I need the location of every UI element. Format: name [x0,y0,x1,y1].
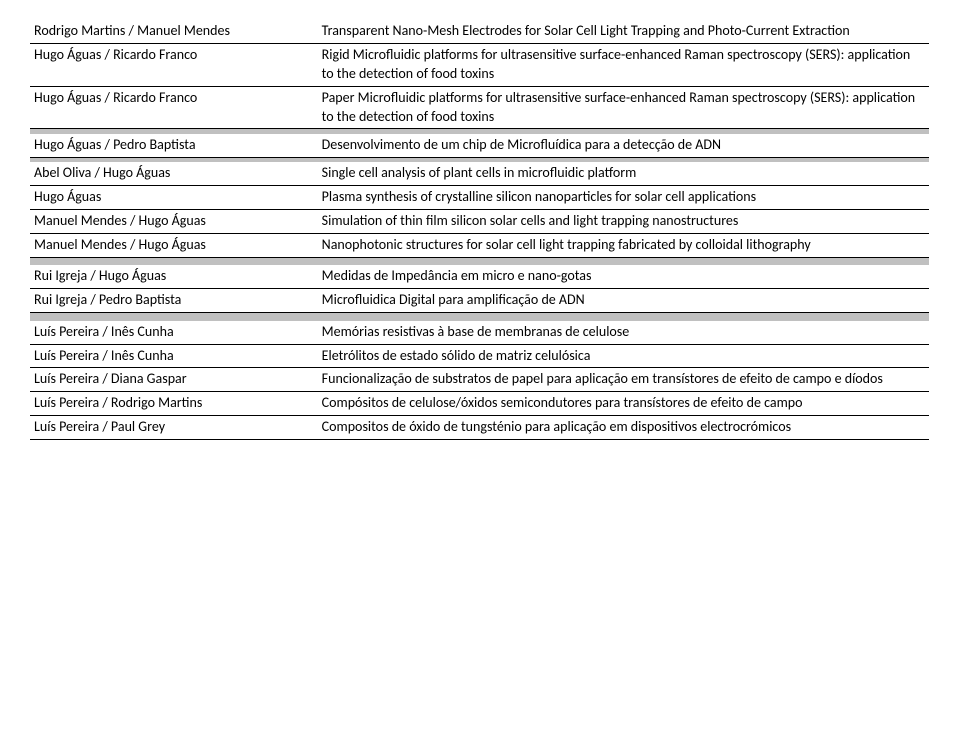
advisors-cell: Manuel Mendes / Hugo Águas [30,234,318,258]
table-row: Hugo ÁguasPlasma synthesis of crystallin… [30,186,929,210]
topic-cell: Nanophotonic structures for solar cell l… [318,234,929,258]
topic-cell: Transparent Nano-Mesh Electrodes for Sol… [318,20,929,43]
table-row: Luís Pereira / Inês CunhaMemórias resist… [30,321,929,344]
table-row: Rodrigo Martins / Manuel MendesTranspare… [30,20,929,43]
topic-cell: Microfluidica Digital para amplificação … [318,289,929,313]
table-row: Rui Igreja / Pedro BaptistaMicrofluidica… [30,289,929,313]
table-row: Hugo Águas / Ricardo FrancoPaper Microfl… [30,86,929,129]
topic-cell: Simulation of thin film silicon solar ce… [318,210,929,234]
topic-cell: Memórias resistivas à base de membranas … [318,321,929,344]
topic-cell: Compósitos de celulose/óxidos semicondut… [318,392,929,416]
table-row: Abel Oliva / Hugo ÁguasSingle cell analy… [30,162,929,185]
advisors-cell: Luís Pereira / Inês Cunha [30,321,318,344]
advisors-cell: Hugo Águas [30,186,318,210]
topic-cell: Funcionalização de substratos de papel p… [318,368,929,392]
table-row: Hugo Águas / Ricardo FrancoRigid Microfl… [30,43,929,86]
table-row: Luís Pereira / Inês CunhaEletrólitos de … [30,344,929,368]
advisors-cell: Luís Pereira / Diana Gaspar [30,368,318,392]
table-row: Luís Pereira / Paul GreyCompositos de óx… [30,416,929,440]
table-row: Rui Igreja / Hugo ÁguasMedidas de Impedâ… [30,265,929,288]
topic-cell: Eletrólitos de estado sólido de matriz c… [318,344,929,368]
table-row: Luís Pereira / Rodrigo MartinsCompósitos… [30,392,929,416]
advisors-cell: Rui Igreja / Pedro Baptista [30,289,318,313]
topics-table: Rodrigo Martins / Manuel MendesTranspare… [30,20,929,440]
advisors-cell: Luís Pereira / Rodrigo Martins [30,392,318,416]
topic-cell: Medidas de Impedância em micro e nano-go… [318,265,929,288]
advisors-cell: Abel Oliva / Hugo Águas [30,162,318,185]
advisors-cell: Hugo Águas / Ricardo Franco [30,86,318,129]
topic-cell: Rigid Microfluidic platforms for ultrase… [318,43,929,86]
advisors-cell: Luís Pereira / Paul Grey [30,416,318,440]
topic-cell: Desenvolvimento de um chip de Microfluíd… [318,134,929,157]
topic-cell: Compositos de óxido de tungsténio para a… [318,416,929,440]
table-row: Luís Pereira / Diana GasparFuncionalizaç… [30,368,929,392]
topic-cell: Plasma synthesis of crystalline silicon … [318,186,929,210]
table-row: Manuel Mendes / Hugo Águas Simulation of… [30,210,929,234]
advisors-cell: Manuel Mendes / Hugo Águas [30,210,318,234]
table-row: Manuel Mendes / Hugo ÁguasNanophotonic s… [30,234,929,258]
advisors-cell: Rui Igreja / Hugo Águas [30,265,318,288]
advisors-cell: Hugo Águas / Ricardo Franco [30,43,318,86]
topic-cell: Paper Microfluidic platforms for ultrase… [318,86,929,129]
advisors-cell: Rodrigo Martins / Manuel Mendes [30,20,318,43]
topic-cell: Single cell analysis of plant cells in m… [318,162,929,185]
advisors-cell: Hugo Águas / Pedro Baptista [30,134,318,157]
table-row: Hugo Águas / Pedro BaptistaDesenvolvimen… [30,134,929,157]
advisors-cell: Luís Pereira / Inês Cunha [30,344,318,368]
